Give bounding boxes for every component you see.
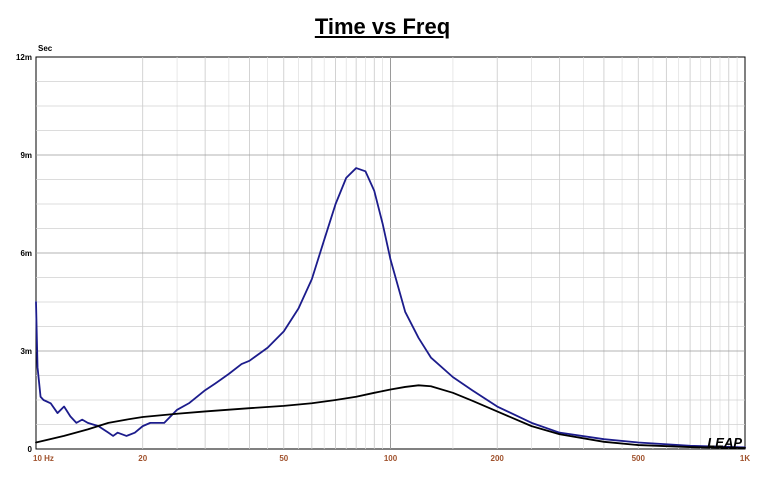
series-line-1 [35, 167, 746, 449]
tick-labels: 0 3m 6m 9m 12m 10 Hz 20 50 100 200 500 1K [16, 53, 750, 463]
y-axis-unit-label: Sec [38, 44, 53, 53]
x-tick-label: 10 Hz [33, 454, 54, 463]
leap-logo: LEAP [707, 435, 742, 450]
x-tick-label: 50 [279, 454, 288, 463]
grid-lines [36, 57, 745, 449]
y-tick-label: 12m [16, 53, 32, 62]
y-tick-label: 0 [28, 445, 33, 454]
series-line-2 [35, 384, 746, 449]
x-tick-label: 100 [384, 454, 398, 463]
x-tick-label: 200 [491, 454, 505, 463]
chart-title: Time vs Freq [314, 14, 451, 39]
x-tick-label: 20 [138, 454, 147, 463]
y-tick-label: 6m [20, 249, 32, 258]
series-layer [35, 167, 746, 449]
y-tick-label: 3m [20, 347, 32, 356]
y-tick-label: 9m [20, 151, 32, 160]
x-tick-label: 500 [632, 454, 646, 463]
x-tick-label: 1K [740, 454, 750, 463]
